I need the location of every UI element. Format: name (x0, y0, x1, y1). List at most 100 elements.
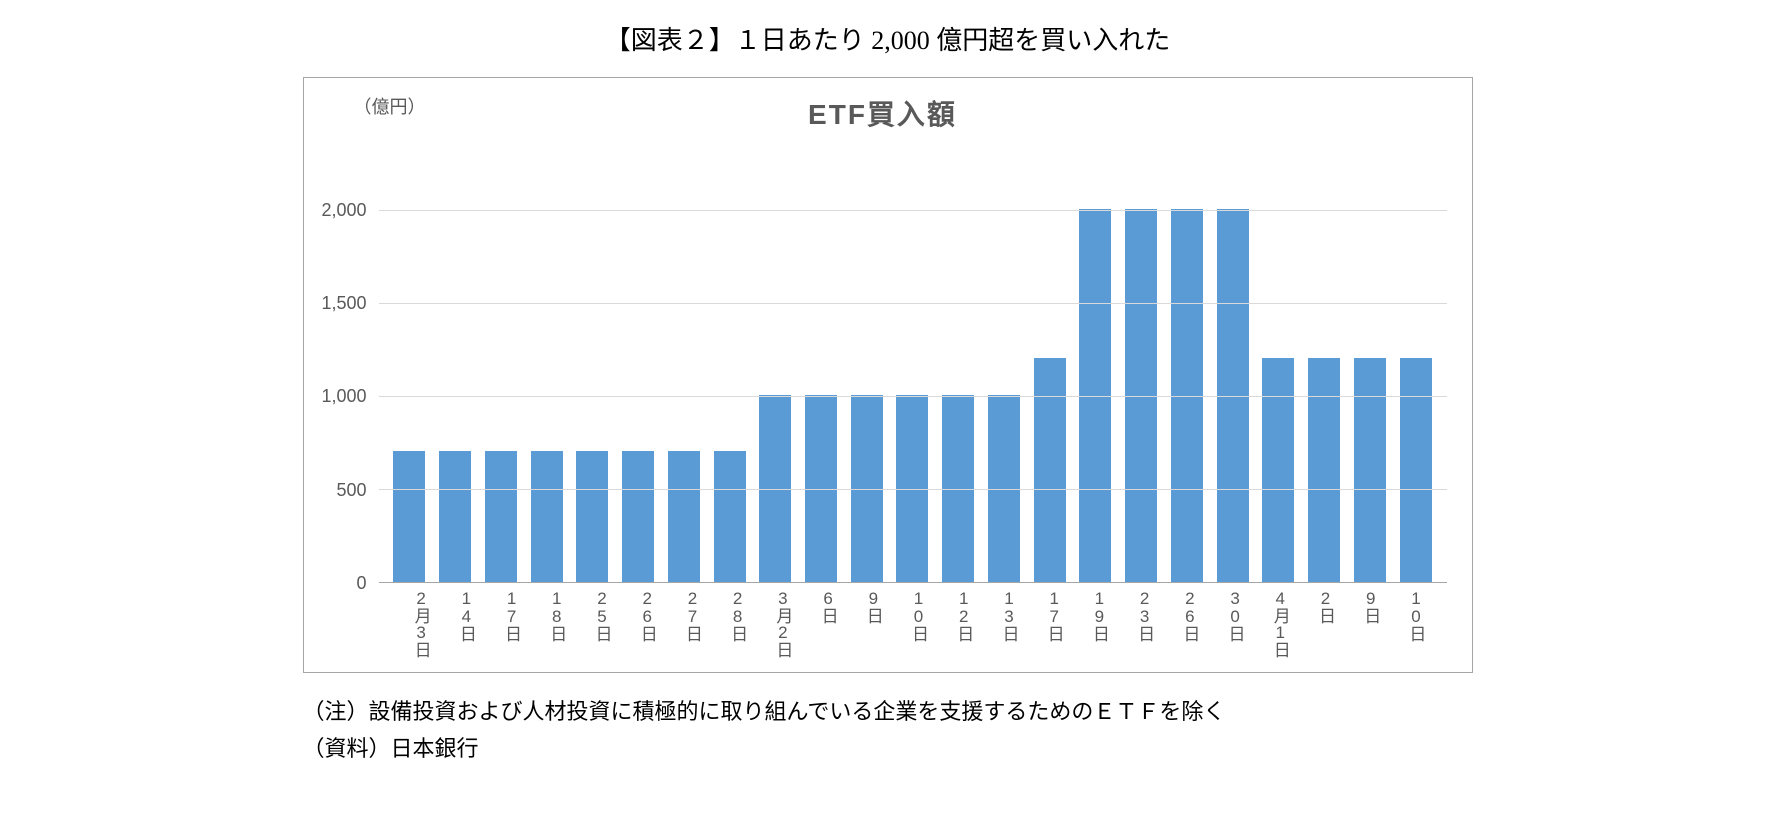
bar-slot (1027, 163, 1073, 582)
y-tick: 1,000 (321, 387, 366, 405)
x-tick: 17日 (489, 583, 534, 657)
x-axis: 2月3日 14日 17日 18日 25日 26日 27日 28日 3月2日 6日 9日 10日 12日 1… (391, 583, 1447, 657)
bar-slot (1393, 163, 1439, 582)
bar-slot (661, 163, 707, 582)
bar (1400, 358, 1432, 582)
bar-slot (569, 163, 615, 582)
x-tick-label: 10日 (906, 589, 931, 657)
chart-title: ETF買入額 (319, 93, 1447, 133)
x-tick-label: 9日 (861, 589, 886, 657)
x-tick: 3月2日 (760, 583, 805, 657)
bar-slot (798, 163, 844, 582)
bars-group (379, 163, 1447, 582)
x-tick-label: 6日 (816, 589, 841, 657)
bar (439, 451, 471, 582)
y-axis-unit: （億円） (354, 93, 426, 119)
bar-slot (1255, 163, 1301, 582)
bar-slot (615, 163, 661, 582)
x-tick-label: 23日 (1132, 589, 1157, 657)
x-tick-label: 10日 (1403, 589, 1428, 657)
x-tick: 14日 (444, 583, 489, 657)
x-tick: 19日 (1077, 583, 1122, 657)
bar-slot (1118, 163, 1164, 582)
gridline (379, 489, 1447, 490)
gridline (379, 303, 1447, 304)
bar-slot (1347, 163, 1393, 582)
bar-slot (752, 163, 798, 582)
x-tick-label: 30日 (1223, 589, 1248, 657)
x-tick-label: 4月1日 (1268, 589, 1293, 657)
y-tick: 1,500 (321, 294, 366, 312)
footnote-source: （資料）日本銀行 (303, 730, 1473, 767)
x-tick: 28日 (715, 583, 760, 657)
x-tick-label: 14日 (454, 589, 479, 657)
x-tick-label: 9日 (1358, 589, 1383, 657)
etf-bar-chart: （億円） ETF買入額 2,000 1,500 1,000 500 0 2月3日 14日 1… (303, 77, 1473, 673)
x-tick: 26日 (625, 583, 670, 657)
x-tick: 18日 (534, 583, 579, 657)
x-tick: 27日 (670, 583, 715, 657)
figure-title: 【図表２】１日あたり 2,000 億円超を買い入れた (605, 20, 1171, 57)
x-tick: 12日 (941, 583, 986, 657)
x-tick: 9日 (851, 583, 896, 657)
footnotes: （注）設備投資および人材投資に積極的に取り組んでいる企業を支援するためのＥＴＦを… (303, 693, 1473, 768)
x-tick: 13日 (986, 583, 1031, 657)
x-tick-label: 26日 (1177, 589, 1202, 657)
bar (485, 451, 517, 582)
bar (576, 451, 608, 582)
bar (531, 451, 563, 582)
x-tick-label: 27日 (680, 589, 705, 657)
bar-slot (1073, 163, 1119, 582)
x-tick-label: 2日 (1313, 589, 1338, 657)
x-tick: 10日 (896, 583, 941, 657)
bar-slot (478, 163, 524, 582)
bar-slot (844, 163, 890, 582)
bar-slot (707, 163, 753, 582)
bar (1308, 358, 1340, 582)
x-tick-label: 25日 (589, 589, 614, 657)
bar-slot (1210, 163, 1256, 582)
x-tick: 17日 (1032, 583, 1077, 657)
bar-slot (1301, 163, 1347, 582)
x-tick: 2日 (1303, 583, 1348, 657)
x-tick-label: 17日 (1042, 589, 1067, 657)
bar-slot (432, 163, 478, 582)
bar (668, 451, 700, 582)
bar-slot (524, 163, 570, 582)
x-tick-label: 19日 (1087, 589, 1112, 657)
gridline (379, 396, 1447, 397)
x-tick-label: 28日 (725, 589, 750, 657)
y-tick: 0 (356, 574, 366, 592)
x-tick-label: 26日 (635, 589, 660, 657)
bar-slot (890, 163, 936, 582)
chart-body: 2,0001,5001,0005000 (319, 163, 1447, 583)
x-tick-label: 2月3日 (409, 589, 434, 657)
x-tick-label: 17日 (499, 589, 524, 657)
x-tick-label: 12日 (951, 589, 976, 657)
bar (1354, 358, 1386, 582)
bar-slot (1164, 163, 1210, 582)
x-tick: 30日 (1212, 583, 1257, 657)
y-axis: 2,0001,5001,0005000 (319, 163, 379, 583)
x-tick-label: 3月2日 (770, 589, 795, 657)
y-tick: 2,000 (321, 201, 366, 219)
bar-slot (981, 163, 1027, 582)
bar-slot (387, 163, 433, 582)
x-tick: 2月3日 (399, 583, 444, 657)
x-tick: 4月1日 (1258, 583, 1303, 657)
gridline (379, 210, 1447, 211)
y-tick: 500 (336, 481, 366, 499)
x-tick: 9日 (1348, 583, 1393, 657)
bar (1034, 358, 1066, 582)
x-tick: 26日 (1167, 583, 1212, 657)
x-tick: 25日 (579, 583, 624, 657)
x-tick-label: 13日 (996, 589, 1021, 657)
bar (622, 451, 654, 582)
x-tick: 10日 (1393, 583, 1438, 657)
footnote-note: （注）設備投資および人材投資に積極的に取り組んでいる企業を支援するためのＥＴＦを… (303, 693, 1473, 730)
x-tick-label: 18日 (544, 589, 569, 657)
x-tick: 23日 (1122, 583, 1167, 657)
bar (1262, 358, 1294, 582)
x-tick: 6日 (805, 583, 850, 657)
bar-slot (935, 163, 981, 582)
